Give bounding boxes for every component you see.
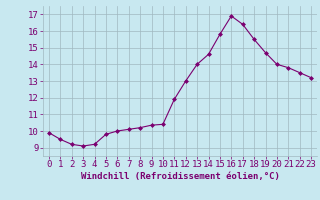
X-axis label: Windchill (Refroidissement éolien,°C): Windchill (Refroidissement éolien,°C) [81,172,279,181]
